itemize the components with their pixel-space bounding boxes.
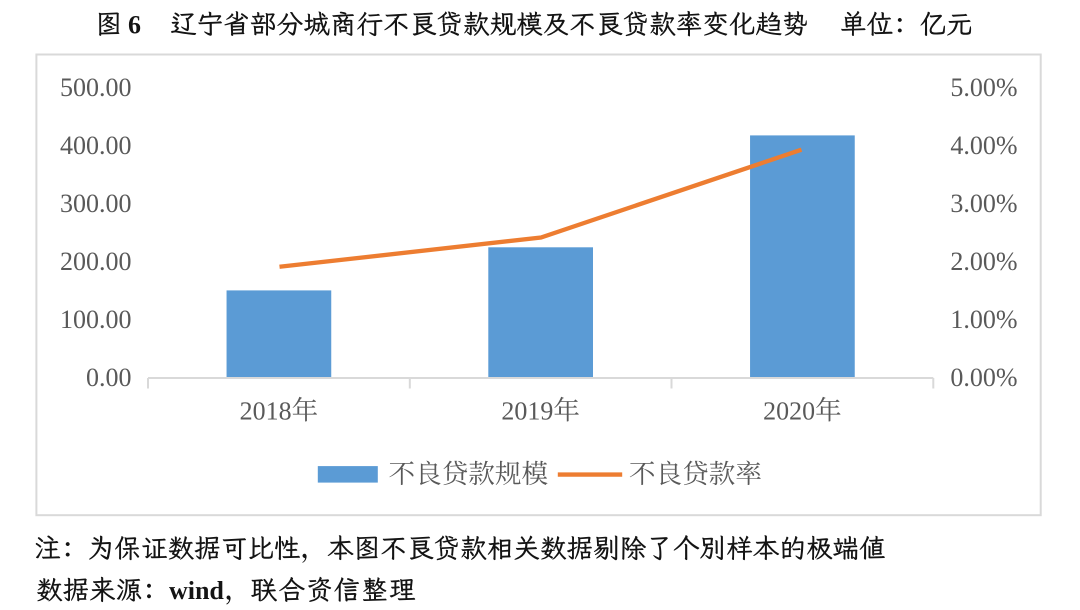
svg-text:1.00%: 1.00% [950,305,1017,334]
svg-text:5.00%: 5.00% [950,73,1017,102]
svg-text:500.00: 500.00 [60,73,132,102]
svg-text:4.00%: 4.00% [950,131,1017,160]
svg-text:0.00: 0.00 [86,363,132,392]
svg-text:3.00%: 3.00% [950,189,1017,218]
svg-text:0.00%: 0.00% [950,363,1017,392]
svg-text:400.00: 400.00 [60,131,132,160]
svg-text:100.00: 100.00 [60,305,132,334]
svg-text:2.00%: 2.00% [950,247,1017,276]
svg-text:300.00: 300.00 [60,189,132,218]
svg-text:200.00: 200.00 [60,247,132,276]
